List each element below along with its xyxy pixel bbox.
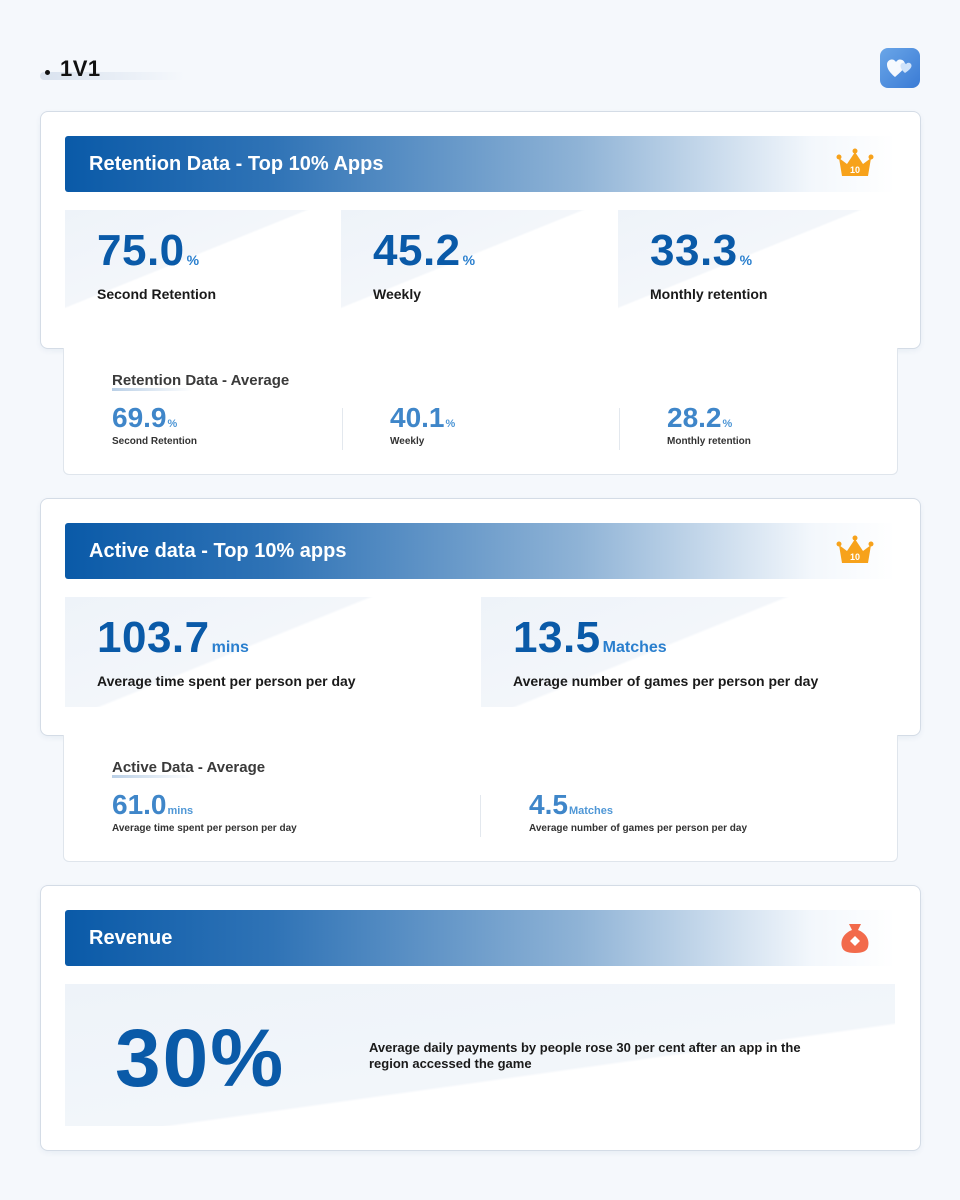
avg-label: Second Retention (112, 436, 198, 447)
avg-label: Average number of games per person per d… (529, 823, 748, 834)
avg-unit: % (445, 418, 456, 430)
avg-unit: % (167, 418, 178, 430)
crown-badge-text: 10 (850, 165, 860, 175)
stat-label: Weekly (373, 286, 421, 302)
page-title: 1V1 (40, 56, 101, 82)
retention-avg-title-text: Retention Data - Average (112, 372, 290, 389)
crown-badge-text: 10 (850, 552, 860, 562)
avg-unit: mins (167, 805, 194, 817)
retention-top-header: Retention Data - Top 10% Apps 10 (65, 136, 895, 192)
title-accent-underline (112, 775, 192, 778)
active-top-header-title: Active data - Top 10% apps (89, 540, 347, 562)
retention-avg-panel: Retention Data - Average 69.9% Second Re… (63, 348, 898, 475)
avg-value: 28.2 (667, 402, 722, 433)
bullet-dot (45, 69, 50, 75)
avg-value: 40.1 (390, 402, 445, 433)
revenue-box: 30% Average daily payments by people ros… (65, 984, 895, 1126)
stat-unit: % (462, 252, 476, 268)
avg-label: Average time spent per person per day (112, 823, 297, 834)
stat-value: 13.5 (513, 613, 601, 662)
revenue-big-value: 30% (115, 1013, 286, 1104)
stat-box-monthly-retention: 33.3% Monthly retention (618, 210, 878, 320)
avg-label: Monthly retention (667, 436, 751, 447)
stat-value: 103.7 (97, 613, 210, 662)
stat-value: 45.2 (373, 226, 461, 275)
revenue-description: Average daily payments by people rose 30… (369, 1040, 801, 1071)
active-avg-panel: Active Data - Average 61.0mins Average t… (63, 735, 898, 862)
divider (619, 408, 620, 450)
crown-top10-icon: 10 (836, 535, 874, 563)
stat-label: Average number of games per person per d… (513, 673, 819, 689)
page-title-text: 1V1 (60, 56, 101, 81)
title-accent-underline (112, 388, 192, 391)
avg-unit: Matches (568, 805, 613, 817)
revenue-card: Revenue 30% Average daily payments by pe… (40, 885, 921, 1151)
retention-top-header-title: Retention Data - Top 10% Apps (89, 153, 384, 175)
avg-item-games: 4.5Matches Average number of games per p… (529, 789, 747, 834)
stat-label: Monthly retention (650, 286, 768, 302)
stat-box-avg-time: 103.7 mins Average time spent per person … (65, 597, 465, 707)
stat-box-weekly: 45.2% Weekly (341, 210, 601, 320)
avg-value: 4.5 (529, 789, 568, 820)
money-bag-icon (841, 924, 869, 953)
stat-unit: % (739, 252, 753, 268)
revenue-header-title: Revenue (89, 927, 173, 949)
avg-value: 69.9 (112, 402, 167, 433)
stat-box-avg-games: 13.5 Matches Average number of games per … (481, 597, 881, 707)
stat-unit: mins (211, 639, 249, 656)
retention-avg-title: Retention Data - Average (112, 372, 290, 391)
avg-label: Weekly (390, 436, 425, 447)
divider (342, 408, 343, 450)
avg-value: 61.0 (112, 789, 167, 820)
avg-unit: % (722, 418, 733, 430)
revenue-header: Revenue (65, 910, 895, 966)
stat-unit: Matches (602, 639, 667, 656)
hearts-logo-icon (880, 48, 920, 88)
retention-top-card: Retention Data - Top 10% Apps 10 75.0% S… (40, 111, 921, 349)
stat-label: Second Retention (97, 286, 217, 302)
active-top-header: Active data - Top 10% apps 10 (65, 523, 895, 579)
avg-item-weekly: 40.1% Weekly (390, 402, 455, 447)
divider (480, 795, 481, 837)
avg-item-monthly-retention: 28.2% Monthly retention (667, 402, 751, 447)
crown-top10-icon: 10 (836, 148, 874, 176)
stat-unit: % (186, 252, 200, 268)
active-avg-title: Active Data - Average (112, 759, 266, 778)
active-top-card: Active data - Top 10% apps 10 103.7 mins … (40, 498, 921, 736)
stat-value: 75.0 (97, 226, 185, 275)
stat-value: 33.3 (650, 226, 738, 275)
avg-item-second-retention: 69.9% Second Retention (112, 402, 197, 447)
stat-label: Average time spent per person per day (97, 673, 356, 689)
active-avg-title-text: Active Data - Average (112, 759, 266, 776)
stat-box-second-retention: 75.0% Second Retention (65, 210, 325, 320)
avg-item-time: 61.0mins Average time spent per person p… (112, 789, 297, 834)
